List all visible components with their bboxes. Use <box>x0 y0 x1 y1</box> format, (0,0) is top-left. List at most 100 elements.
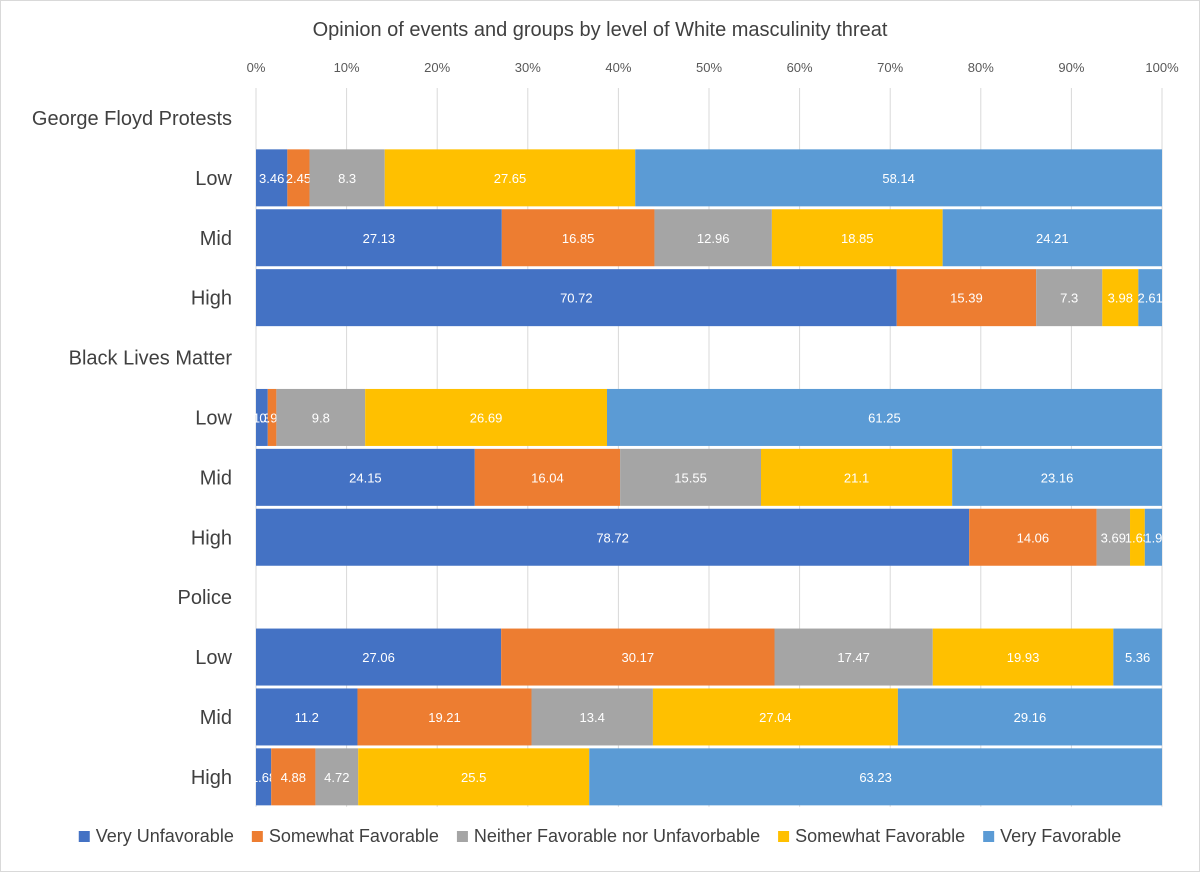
bar-segment <box>256 448 475 506</box>
bar-segment <box>256 149 288 207</box>
data-label: 2.45 <box>286 171 311 186</box>
legend-swatch <box>456 831 468 842</box>
bar-segment <box>952 448 1162 506</box>
x-tick-label: 90% <box>1058 60 1084 75</box>
legend-label: Somewhat Favorable <box>795 826 965 846</box>
data-label: 16.85 <box>562 231 595 246</box>
group-label: Police <box>178 587 232 609</box>
data-label: 15.39 <box>950 291 983 306</box>
bar-segment <box>501 209 655 267</box>
data-label: 26.69 <box>470 410 503 425</box>
data-label: 2.61 <box>1138 291 1163 306</box>
category-labels: George Floyd Protests Low Mid High Black Liv… <box>32 108 233 789</box>
x-tick-label: 10% <box>334 60 360 75</box>
bar-segment <box>897 688 1162 746</box>
data-label: 14.06 <box>1017 530 1050 545</box>
bar-segment <box>1036 269 1103 327</box>
row-label: High <box>191 767 232 789</box>
bar-segment <box>1113 628 1162 686</box>
bar-segment <box>256 388 268 446</box>
x-tick-label: 40% <box>605 60 631 75</box>
legend-label: Very Favorable <box>1000 826 1121 846</box>
data-label: 25.5 <box>461 770 486 785</box>
x-tick-label: 100% <box>1145 60 1179 75</box>
bar-segment <box>1138 269 1162 327</box>
data-label: 29.16 <box>1014 710 1047 725</box>
bar-segment <box>1102 269 1139 327</box>
data-label: 21.1 <box>844 470 869 485</box>
data-label: 78.72 <box>596 530 629 545</box>
bar-segment <box>271 748 316 806</box>
bar-segment <box>256 508 970 566</box>
row-label: High <box>191 288 232 310</box>
x-tick-label: 20% <box>424 60 450 75</box>
data-label: 15.55 <box>674 470 707 485</box>
data-label: 63.23 <box>859 770 892 785</box>
data-label: 16.04 <box>531 470 564 485</box>
bar-segment <box>969 508 1097 566</box>
x-tick-label: 30% <box>515 60 541 75</box>
bar-segment <box>384 149 636 207</box>
data-label: 70.72 <box>560 291 593 306</box>
x-tick-label: 0% <box>247 60 266 75</box>
bar-segment <box>365 388 607 446</box>
data-label: 7.3 <box>1060 291 1078 306</box>
bar-segment <box>932 628 1114 686</box>
legend-label: Neither Favorable nor Unfavorbable <box>474 826 760 846</box>
data-label: 61.25 <box>868 410 901 425</box>
bar-segment <box>256 269 897 327</box>
row-label: High <box>191 527 232 549</box>
data-label: 19.21 <box>428 710 461 725</box>
bar-segment <box>771 209 943 267</box>
data-label: 1.68 <box>251 770 276 785</box>
bar-segment <box>654 209 772 267</box>
bar-segment <box>635 149 1162 207</box>
bar-segment <box>358 748 590 806</box>
bar-segment <box>501 628 775 686</box>
data-label: 3.69 <box>1101 530 1126 545</box>
data-label: 24.15 <box>349 470 382 485</box>
bar-segment <box>315 748 359 806</box>
bar-segment <box>531 688 653 746</box>
x-tick-label: 50% <box>696 60 722 75</box>
bar-segment <box>309 149 385 207</box>
data-label: 17.47 <box>837 650 870 665</box>
bar-segment <box>256 748 272 806</box>
data-label: 3.98 <box>1108 291 1133 306</box>
row-label: Mid <box>200 467 232 489</box>
data-label: 18.85 <box>841 231 874 246</box>
legend-swatch <box>983 831 995 842</box>
legend-label: Very Unfavorable <box>96 826 234 846</box>
legend: Very Unfavorable Somewhat Favorable Neithe… <box>78 826 1121 846</box>
bar-segment <box>1096 508 1131 566</box>
row-label: Low <box>195 168 232 190</box>
bars: 3.46 2.45 8.3 27.65 58.14 27.13 16.85 12.96 18.8… <box>251 149 1163 806</box>
bar-segment <box>256 628 502 686</box>
bar-segment <box>620 448 762 506</box>
bar-segment <box>589 748 1162 806</box>
bar-segment <box>761 448 953 506</box>
data-label: 4.88 <box>281 770 306 785</box>
bar-segment <box>606 388 1162 446</box>
row-label: Mid <box>200 228 232 250</box>
data-label: 27.65 <box>494 171 527 186</box>
data-label: 27.13 <box>363 231 396 246</box>
data-label: 30.17 <box>622 650 655 665</box>
bar-segment <box>267 388 277 446</box>
row-label: Mid <box>200 707 232 729</box>
x-tick-label: 60% <box>787 60 813 75</box>
gridlines <box>255 88 1163 807</box>
legend-swatch <box>251 831 263 842</box>
bar-segment <box>256 688 358 746</box>
group-label: Black Lives Matter <box>69 348 233 370</box>
data-label: 13.4 <box>580 710 605 725</box>
legend-swatch <box>78 831 90 842</box>
data-label: 4.72 <box>324 770 349 785</box>
row-label: Low <box>195 407 232 429</box>
x-axis-ticks: 0% 10% 20% 30% 40% 50% 60% 70% 80% 90% 100% <box>247 60 1179 75</box>
bar-segment <box>276 388 366 446</box>
data-label: 1.3 <box>253 410 271 425</box>
data-label: 9.8 <box>312 410 330 425</box>
bar-segment <box>1130 508 1145 566</box>
